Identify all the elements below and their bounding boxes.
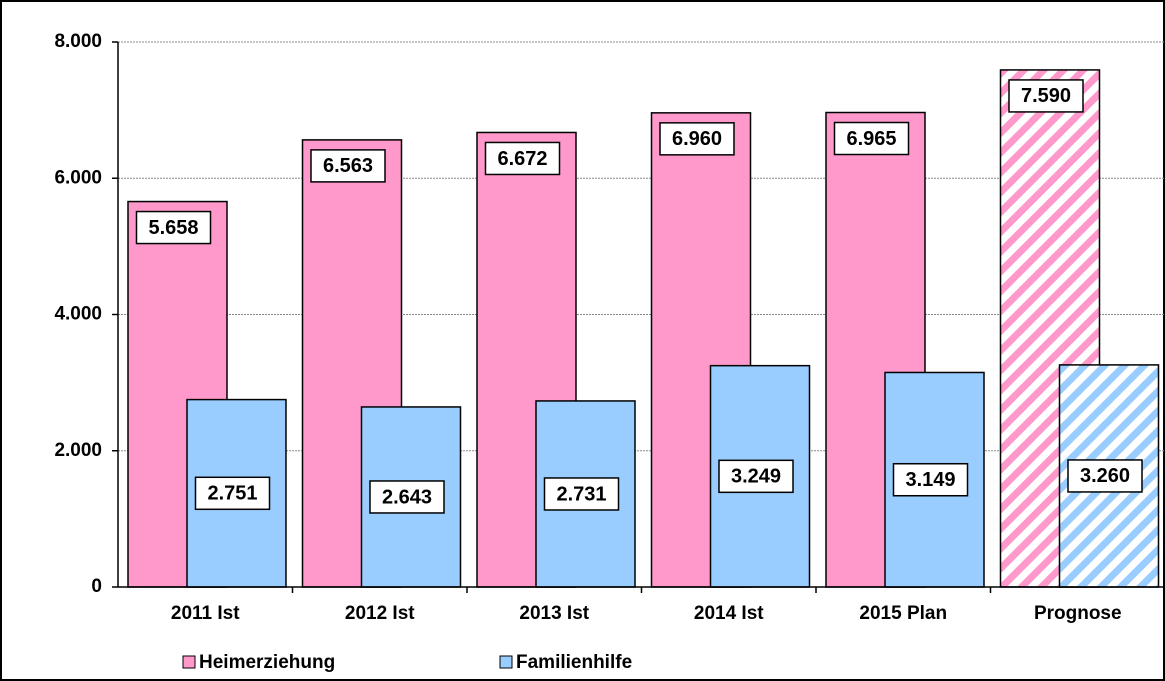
legend-swatch [499,655,513,669]
data-label-box [484,141,561,176]
data-label-box [194,476,271,511]
data-label: 6.672 [497,148,547,170]
data-label-box [310,149,386,183]
data-label-box [659,122,735,156]
data-label: 2.643 [382,486,432,508]
y-tick-label: 2.000 [54,440,102,461]
legend-label: Heimerziehung [199,652,335,673]
data-label: 3.260 [1080,465,1130,487]
data-label-box [369,480,445,514]
data-label-box [1067,459,1143,493]
legend-swatch [182,655,196,669]
legend-label: Familienhilfe [516,652,632,673]
data-label: 2.731 [556,483,606,505]
x-tick-label: 2012 Ist [345,603,415,624]
x-tick-label: 2014 Ist [694,603,764,624]
x-tick-label: Prognose [1034,603,1122,624]
y-tick-label: 8.000 [54,31,102,52]
data-label: 6.965 [846,128,896,150]
data-label: 7.590 [1021,85,1071,107]
data-label-box [1008,79,1084,113]
data-label-box [833,121,910,156]
bar [650,112,752,588]
x-tick-label: 2015 Plan [859,603,947,624]
y-tick-label: 6.000 [54,167,102,188]
data-label: 5.658 [148,217,198,239]
x-tick-label: 2011 Ist [171,603,240,624]
y-tick-label: 4.000 [54,304,102,325]
data-label: 2.751 [207,483,257,505]
y-tick-label: 0 [91,576,102,597]
data-label-box [718,459,794,494]
data-label: 6.960 [672,128,722,150]
x-tick-label: 2013 Ist [519,603,589,624]
data-label: 3.149 [905,469,955,491]
data-label-box [135,210,212,245]
data-label: 6.563 [323,155,373,177]
data-label: 3.249 [731,466,781,488]
data-label-box [543,477,620,511]
data-label-box [892,462,969,497]
